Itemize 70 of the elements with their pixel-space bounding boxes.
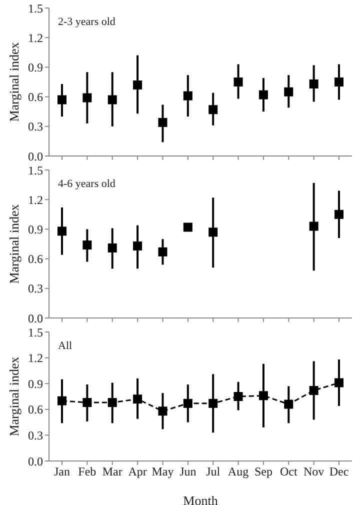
x-axis-title: Month: [183, 493, 218, 505]
point: [284, 87, 294, 96]
y-tick-label: 0.0: [28, 454, 43, 468]
y-tick-label: 0.9: [28, 222, 43, 236]
x-tick-label: Sep: [254, 464, 272, 479]
point: [284, 400, 294, 409]
y-tick-label: 0.6: [28, 252, 43, 266]
y-axis-title: Marginal index: [6, 204, 22, 284]
y-axis-title: Marginal index: [6, 42, 22, 122]
point: [334, 78, 344, 86]
point: [82, 240, 92, 250]
y-tick-label: 0.6: [28, 90, 43, 104]
x-tick-label: Jun: [180, 464, 196, 479]
point: [133, 394, 142, 404]
point: [58, 226, 66, 236]
point: [108, 243, 117, 252]
y-tick-label: 1.5: [28, 1, 43, 16]
y-axis-title: Marginal index: [6, 356, 22, 436]
annotation: 2-3 years old: [58, 16, 116, 28]
point: [183, 398, 192, 408]
point: [309, 222, 318, 231]
y-tick-label: 0.0: [28, 149, 43, 164]
point: [158, 118, 168, 127]
point: [309, 79, 318, 88]
point: [158, 247, 168, 256]
x-tick-label: Nov: [303, 464, 324, 479]
y-tick-label: 1.5: [28, 325, 43, 340]
y-tick-label: 0.3: [28, 428, 43, 442]
y-tick-label: 0.0: [28, 311, 43, 326]
point: [208, 228, 218, 237]
point: [183, 222, 192, 232]
y-tick-label: 1.2: [28, 192, 43, 207]
x-tick-label: Jan: [54, 464, 70, 479]
point: [208, 398, 218, 408]
y-tick-label: 1.5: [28, 163, 43, 178]
point: [234, 78, 243, 86]
point: [133, 80, 142, 90]
y-tick-label: 1.2: [28, 30, 43, 45]
point: [334, 378, 344, 388]
point: [334, 210, 344, 219]
point: [309, 386, 318, 395]
point: [234, 392, 243, 401]
point: [133, 241, 142, 250]
x-tick-label: Apr: [128, 464, 147, 479]
point: [58, 396, 66, 406]
y-tick-label: 0.6: [28, 402, 43, 417]
annotation: 4-6 years old: [58, 178, 116, 190]
y-tick-label: 1.2: [28, 351, 43, 366]
point: [82, 398, 92, 408]
point: [183, 91, 192, 100]
x-tick-label: Oct: [280, 464, 298, 479]
point: [108, 95, 117, 104]
point: [208, 105, 218, 114]
y-tick-label: 0.9: [28, 376, 43, 391]
point: [108, 398, 117, 408]
y-tick-label: 0.9: [28, 60, 43, 74]
point: [158, 406, 168, 416]
point: [82, 93, 92, 102]
point: [58, 95, 66, 104]
point: [258, 90, 268, 100]
y-tick-label: 0.3: [28, 282, 43, 296]
x-tick-label: Dec: [329, 464, 349, 479]
x-tick-label: May: [152, 464, 174, 479]
x-tick-label: Jul: [206, 464, 221, 479]
x-tick-label: Feb: [78, 464, 96, 479]
y-tick-label: 0.3: [28, 120, 43, 134]
point: [258, 391, 268, 400]
annotation: All: [58, 340, 72, 352]
x-tick-label: Mar: [102, 464, 122, 479]
x-tick-label: Aug: [228, 464, 249, 479]
